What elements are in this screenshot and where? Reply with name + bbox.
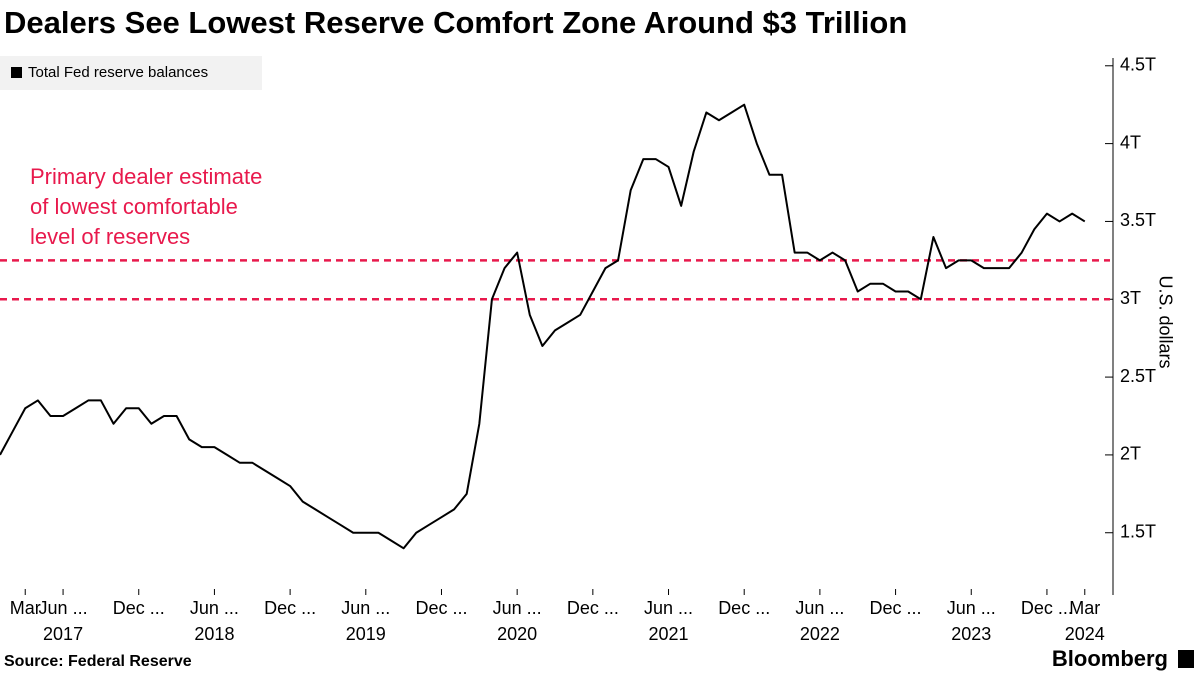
x-tick-label: Mar (10, 598, 41, 618)
y-tick-label: 4.5T (1120, 55, 1156, 75)
x-tick-label: Dec ... (1021, 598, 1073, 618)
y-tick-label: 2.5T (1120, 366, 1156, 386)
legend-label: Total Fed reserve balances (28, 64, 208, 81)
y-tick-label: 1.5T (1120, 521, 1156, 541)
x-tick-label: Jun ... (493, 598, 542, 618)
x-tick-label: Dec ... (264, 598, 316, 618)
annotation: level of reserves (30, 224, 190, 249)
y-tick-label: 4T (1120, 132, 1141, 152)
y-tick-label: 2T (1120, 444, 1141, 464)
x-year-label: 2021 (648, 624, 688, 644)
x-tick-label: Dec ... (567, 598, 619, 618)
y-tick-label: 3.5T (1120, 210, 1156, 230)
x-year-label: 2017 (43, 624, 83, 644)
x-tick-label: Dec ... (870, 598, 922, 618)
x-year-label: 2019 (346, 624, 386, 644)
legend-swatch (11, 67, 22, 78)
x-year-label: 2023 (951, 624, 991, 644)
x-tick-label: Jun ... (39, 598, 88, 618)
x-year-label: 2020 (497, 624, 537, 644)
x-tick-label: Mar (1069, 598, 1100, 618)
x-tick-label: Jun ... (341, 598, 390, 618)
x-year-label: 2022 (800, 624, 840, 644)
line-series (0, 103, 1086, 550)
x-tick-label: Jun ... (947, 598, 996, 618)
x-tick-label: Jun ... (795, 598, 844, 618)
x-year-label: 2024 (1065, 624, 1105, 644)
source: Source: Federal Reserve (4, 653, 192, 670)
x-tick-label: Dec ... (718, 598, 770, 618)
x-year-label: 2018 (194, 624, 234, 644)
legend: Total Fed reserve balances (0, 56, 262, 90)
annotation: Primary dealer estimate (30, 164, 262, 189)
brand: Bloomberg (1052, 646, 1168, 671)
x-tick-label: Jun ... (644, 598, 693, 618)
legend-box (0, 56, 262, 90)
x-tick-label: Jun ... (190, 598, 239, 618)
brand-icon (1178, 650, 1194, 668)
y-tick-label: 3T (1120, 288, 1141, 308)
y-axis-label: U.S. dollars (1155, 275, 1175, 368)
chart-title: Dealers See Lowest Reserve Comfort Zone … (4, 5, 907, 40)
annotation: of lowest comfortable (30, 194, 238, 219)
x-tick-label: Dec ... (113, 598, 165, 618)
x-tick-label: Dec ... (415, 598, 467, 618)
